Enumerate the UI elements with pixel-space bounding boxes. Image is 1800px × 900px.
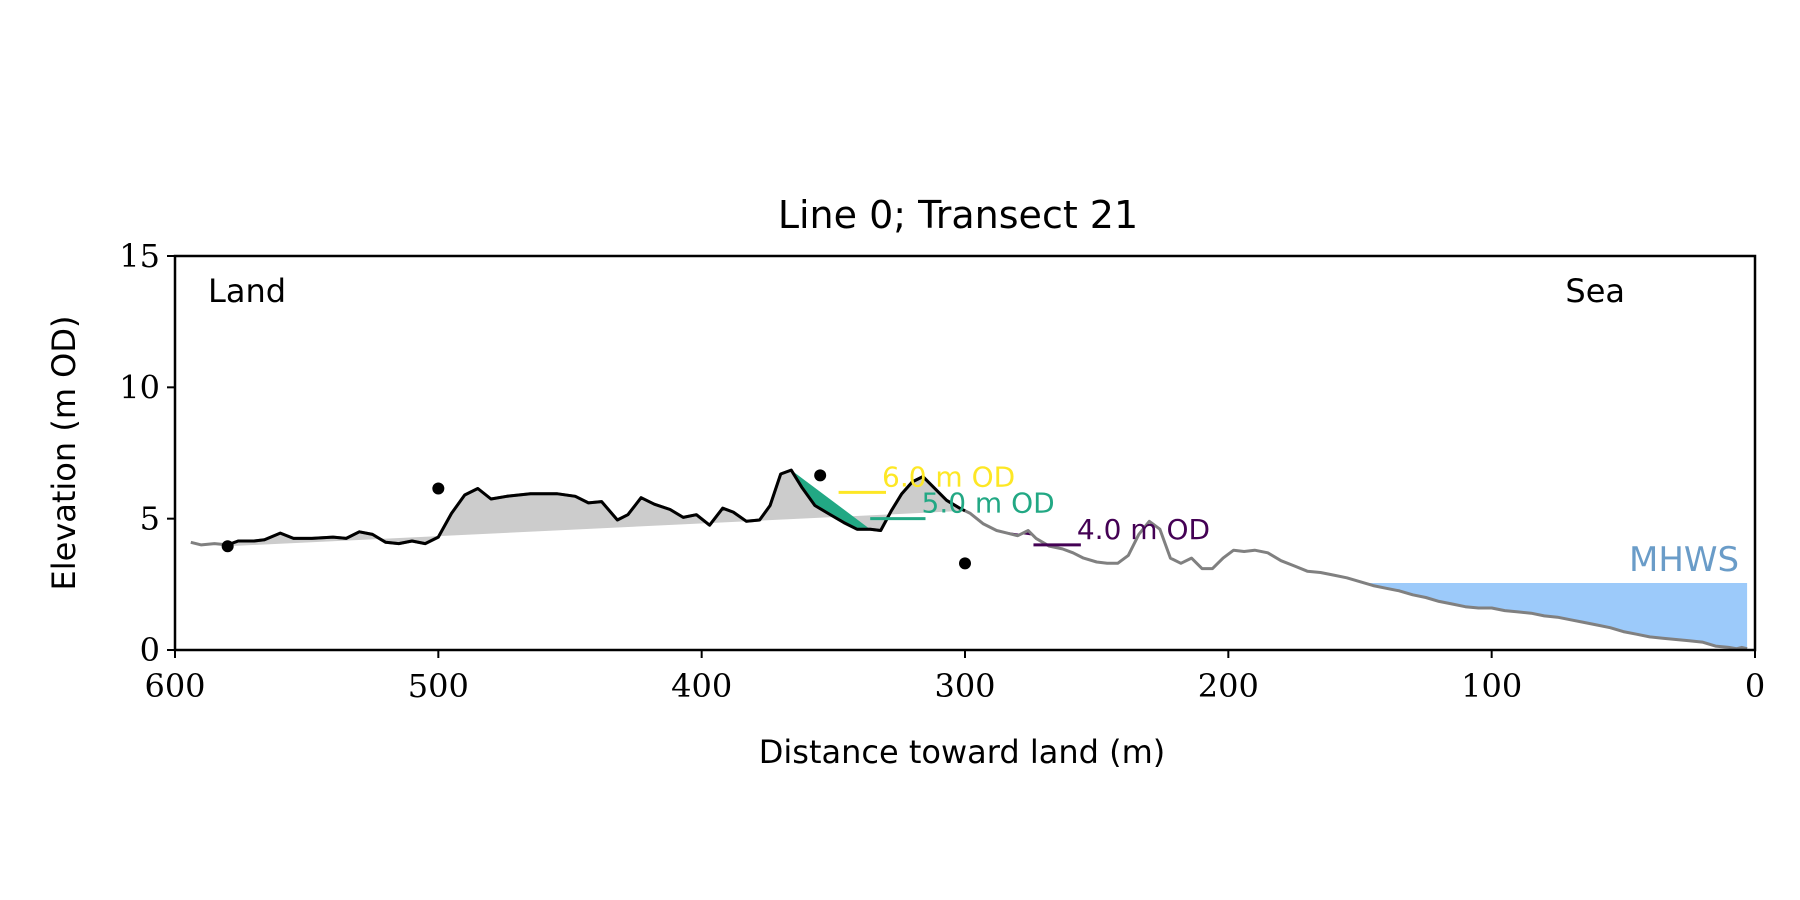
- dune-marker-3: [814, 469, 827, 482]
- level-label-1: 5.0 m OD: [922, 487, 1055, 520]
- x-tick-label-6: 0: [1745, 667, 1765, 705]
- x-axis: 600 500 400 300 200 100 0: [144, 650, 1765, 705]
- x-tick-label-1: 500: [408, 667, 469, 705]
- level-fill-1: [791, 470, 871, 530]
- x-tick-label-0: 600: [144, 667, 205, 705]
- x-tick-label-4: 200: [1198, 667, 1259, 705]
- y-tick-label-3: 15: [119, 237, 160, 275]
- x-axis-label: Distance toward land (m): [759, 733, 1165, 771]
- plot-area: 6.0 m OD5.0 m OD 4.0 m OD MHWS: [190, 460, 1748, 651]
- dune-profile-line: [227, 468, 966, 547]
- mhws-water-fill: [1228, 583, 1748, 650]
- level-label-0: 6.0 m OD: [882, 460, 1015, 493]
- y-axis-label: Elevation (m OD): [45, 316, 83, 591]
- chart-title: Line 0; Transect 21: [778, 193, 1138, 237]
- level-label-2: 4.0 m OD: [1077, 513, 1210, 546]
- x-tick-label-5: 100: [1461, 667, 1522, 705]
- y-tick-label-2: 10: [119, 368, 160, 406]
- y-axis: 0 5 10 15: [119, 237, 175, 669]
- sea-label: Sea: [1565, 272, 1625, 310]
- x-tick-label-2: 400: [671, 667, 732, 705]
- dune-marker-2: [432, 482, 445, 495]
- y-tick-label-1: 5: [140, 500, 160, 538]
- mhws-label: MHWS: [1629, 540, 1739, 580]
- dune-fill: [227, 470, 965, 547]
- x-tick-label-3: 300: [934, 667, 995, 705]
- y-tick-label-0: 0: [140, 631, 160, 669]
- dune-marker-0: [221, 540, 234, 553]
- land-label: Land: [208, 272, 286, 310]
- dune-marker-1: [959, 557, 971, 570]
